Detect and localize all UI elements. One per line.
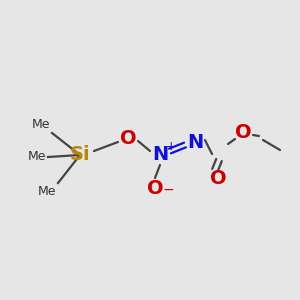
Text: O: O [235,124,251,142]
Text: N: N [187,133,203,152]
Text: Me: Me [32,118,50,131]
Text: O: O [120,128,136,148]
Text: N: N [152,146,168,164]
Text: Me: Me [38,185,56,198]
Text: +: + [166,140,176,154]
Text: −: − [162,183,174,197]
Text: Me: Me [28,151,46,164]
Text: O: O [210,169,226,188]
Text: O: O [147,178,163,197]
Text: Si: Si [70,146,90,164]
